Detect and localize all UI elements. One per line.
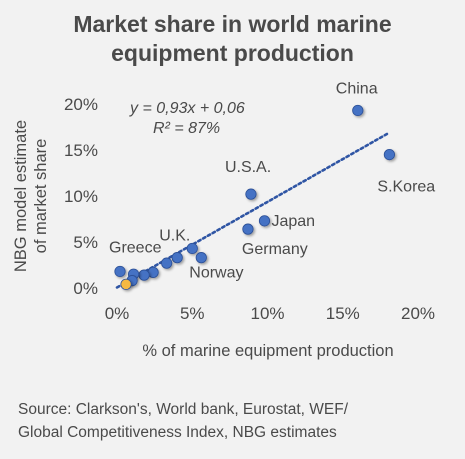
y-tick-label: 5% bbox=[73, 233, 98, 252]
data-point bbox=[245, 188, 257, 200]
point-label: S.Korea bbox=[377, 179, 435, 196]
chart-title: Market share in world marine equipment p… bbox=[0, 10, 465, 68]
data-point bbox=[171, 252, 183, 264]
data-point bbox=[186, 242, 198, 255]
data-point bbox=[161, 257, 173, 269]
source-note: Source: Clarkson's, World bank, Eurostat… bbox=[18, 398, 458, 444]
data-point bbox=[383, 149, 396, 161]
trendline bbox=[115, 132, 390, 289]
point-label: Norway bbox=[189, 265, 243, 282]
x-tick-label: 5% bbox=[180, 304, 205, 323]
point-label: China bbox=[336, 80, 378, 97]
data-point bbox=[195, 252, 207, 264]
y-tick-label: 10% bbox=[64, 187, 98, 206]
data-point bbox=[138, 269, 150, 281]
y-axis-title-line: of market share bbox=[32, 139, 50, 254]
x-tick-label: 15% bbox=[326, 304, 360, 323]
chart-title-line-1: Market share in world marine bbox=[73, 11, 392, 37]
x-tick-label: 10% bbox=[250, 304, 284, 323]
data-point bbox=[352, 104, 364, 117]
y-axis-title-line: NBG model estimate bbox=[12, 120, 30, 272]
x-axis-title: % of marine equipment production bbox=[142, 342, 393, 360]
y-tick-label: 20% bbox=[64, 95, 98, 114]
source-line-2: Global Competitiveness Index, NBG estima… bbox=[18, 424, 337, 441]
point-label: Greece bbox=[109, 239, 162, 256]
x-tick-label: 0% bbox=[105, 304, 130, 323]
trendline-equation: y = 0,93x + 0,06 bbox=[129, 100, 245, 117]
point-label: U.K. bbox=[159, 227, 190, 244]
y-axis-title: NBG model estimate of market share bbox=[12, 120, 50, 272]
data-point bbox=[242, 223, 254, 235]
chart-title-line-2: equipment production bbox=[111, 40, 354, 66]
y-tick-label: 15% bbox=[64, 141, 98, 160]
data-point bbox=[258, 215, 271, 227]
point-label: U.S.A. bbox=[225, 159, 271, 176]
data-point bbox=[120, 278, 132, 290]
source-line-1: Source: Clarkson's, World bank, Eurostat… bbox=[18, 401, 349, 418]
point-label: Japan bbox=[271, 213, 315, 230]
x-tick-label: 20% bbox=[401, 304, 435, 323]
r-squared-label: R² = 87% bbox=[153, 120, 220, 137]
y-tick-label: 0% bbox=[73, 279, 98, 298]
data-point bbox=[114, 265, 126, 278]
point-label: Germany bbox=[242, 241, 308, 258]
